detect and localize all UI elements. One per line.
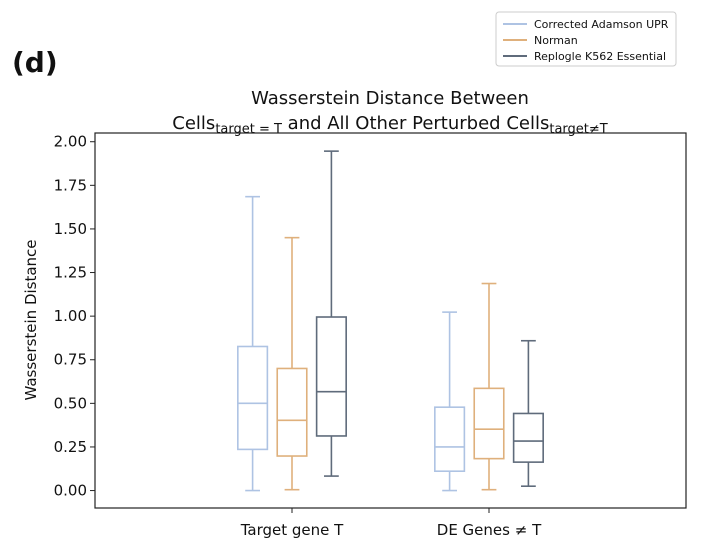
box-iqr bbox=[512, 412, 544, 463]
box-iqr bbox=[315, 316, 347, 437]
x-tick-label: DE Genes ≠ T bbox=[437, 521, 542, 539]
y-tick-label: 0.25 bbox=[54, 438, 87, 456]
x-axis: Target gene T DE Genes ≠ T bbox=[240, 508, 542, 539]
y-axis: 0.00 0.25 0.50 0.75 1.00 1.25 1.50 1.75 2.00 bbox=[54, 133, 95, 500]
y-tick-label: 0.00 bbox=[54, 482, 87, 500]
boxes bbox=[237, 150, 544, 492]
box-iqr bbox=[276, 367, 308, 457]
y-tick-label: 0.50 bbox=[54, 394, 87, 412]
box-2-1 bbox=[512, 339, 544, 487]
legend: Corrected Adamson UPR Norman Replogle K562… bbox=[495, 11, 677, 67]
plot-frame bbox=[94, 132, 687, 509]
title-part2: and All Other Perturbed Cells bbox=[282, 113, 549, 134]
box-iqr bbox=[237, 345, 269, 451]
y-tick-label: 0.75 bbox=[54, 351, 87, 369]
box-iqr bbox=[473, 387, 505, 460]
chart-title-line1: Wasserstein Distance Between bbox=[251, 88, 529, 109]
box-0-1 bbox=[434, 311, 466, 492]
box-1-0 bbox=[276, 236, 308, 491]
x-tick-label: Target gene T bbox=[240, 521, 344, 539]
y-axis-label: Wasserstein Distance bbox=[22, 239, 40, 400]
box-iqr bbox=[434, 406, 466, 472]
legend-frame bbox=[495, 11, 677, 67]
panel-label: (d) bbox=[12, 46, 58, 79]
legend-label: Replogle K562 Essential bbox=[534, 50, 666, 63]
title-sub1: target = T bbox=[215, 122, 282, 137]
title-sub2: target≠T bbox=[549, 122, 607, 137]
legend-label: Corrected Adamson UPR bbox=[534, 18, 669, 31]
y-tick-label: 1.25 bbox=[54, 264, 87, 282]
legend-label: Norman bbox=[534, 34, 578, 47]
box-1-1 bbox=[473, 282, 505, 491]
box-0-0 bbox=[237, 195, 269, 492]
y-tick-label: 1.50 bbox=[54, 220, 87, 238]
y-tick-label: 1.75 bbox=[54, 176, 87, 194]
box-2-0 bbox=[315, 150, 347, 477]
y-tick-label: 2.00 bbox=[54, 133, 87, 151]
y-tick-label: 1.00 bbox=[54, 307, 87, 325]
title-part1: Cells bbox=[172, 113, 215, 134]
